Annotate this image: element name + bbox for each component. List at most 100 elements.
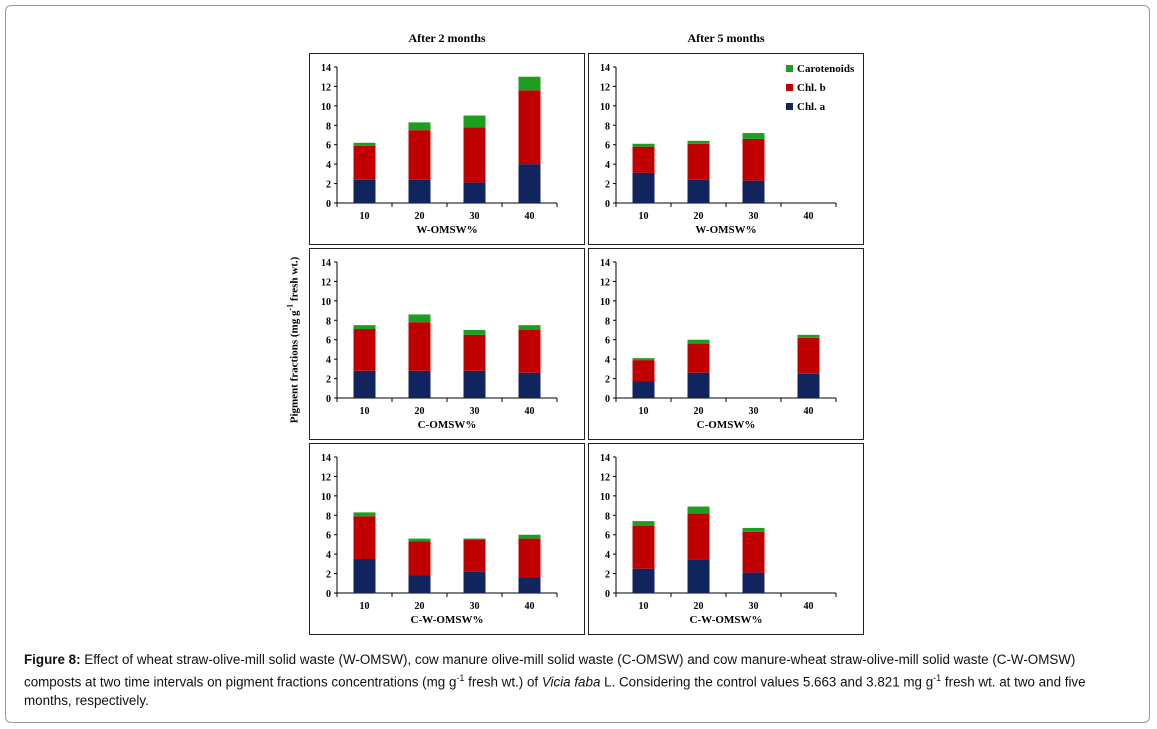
bar-segment-carotenoids [687, 339, 710, 344]
bar-segment-chl-b [353, 145, 376, 180]
y-tick-label: 10 [321, 102, 331, 113]
bar-segment-carotenoids [632, 143, 655, 147]
legend: Carotenoids Chl. b Chl. a [786, 59, 854, 116]
bar-segment-chl-b [463, 334, 486, 371]
caption-species: Vicia faba [541, 674, 601, 690]
y-tick-label: 10 [600, 297, 610, 308]
y-tick-label: 14 [321, 453, 331, 464]
y-tick-label: 4 [326, 550, 331, 561]
x-tick-label: 10 [360, 406, 370, 417]
y-tick-label: 6 [605, 141, 610, 152]
y-tick-label: 0 [326, 394, 331, 405]
x-axis-label: C-W-OMSW% [690, 614, 763, 626]
bar-segment-carotenoids [518, 325, 541, 330]
caption-label: Figure 8: [24, 652, 81, 667]
y-tick-label: 14 [600, 453, 610, 464]
legend-label: Chl. b [797, 81, 826, 94]
x-tick-label: 30 [749, 211, 759, 222]
bar-segment-chl-a [687, 372, 710, 398]
x-axis-label: W-OMSW% [695, 224, 756, 236]
bar-segment-carotenoids [687, 140, 710, 144]
y-tick-label: 0 [605, 589, 610, 600]
bar-segment-chl-a [518, 372, 541, 398]
bar-segment-chl-a [742, 180, 765, 203]
y-tick-label: 14 [321, 258, 331, 269]
caption-sup: -1 [933, 673, 942, 683]
y-axis-label-sup: -1 [285, 303, 295, 311]
bar-segment-carotenoids [687, 506, 710, 514]
x-tick-label: 40 [804, 406, 814, 417]
x-tick-label: 20 [415, 211, 425, 222]
y-tick-label: 12 [321, 277, 331, 288]
y-tick-label: 8 [326, 511, 331, 522]
bar-segment-carotenoids [463, 330, 486, 335]
bar-segment-chl-b [687, 513, 710, 560]
y-axis-label: Pigment fractions (mg g-1 fresh wt.) [286, 257, 301, 424]
bar-segment-carotenoids [408, 538, 431, 542]
bar-segment-chl-b [632, 525, 655, 569]
y-tick-label: 4 [605, 550, 610, 561]
bar-segment-chl-a [632, 172, 655, 203]
y-tick-label: 0 [605, 394, 610, 405]
bar-segment-chl-b [687, 343, 710, 373]
x-tick-label: 20 [415, 601, 425, 612]
y-tick-label: 8 [605, 121, 610, 132]
x-tick-label: 20 [694, 211, 704, 222]
bar-segment-chl-b [518, 90, 541, 165]
x-axis-label: C-OMSW% [418, 419, 477, 431]
y-tick-label: 12 [321, 82, 331, 93]
bar-chart: 0 2 4 6 8 10 12 14 10 20 30 40 C-W-OMSW% [321, 453, 558, 626]
x-tick-label: 40 [525, 601, 535, 612]
bar-segment-carotenoids [353, 142, 376, 146]
y-tick-label: 2 [326, 180, 331, 191]
y-tick-label: 12 [600, 82, 610, 93]
y-axis-label-text: Pigment fractions (mg g [288, 310, 301, 424]
y-tick-label: 14 [321, 63, 331, 74]
y-tick-label: 4 [605, 160, 610, 171]
legend-item-chl-a: Chl. a [786, 97, 854, 116]
y-tick-label: 12 [600, 472, 610, 483]
bar-segment-chl-a [687, 179, 710, 203]
figure-frame [5, 5, 1150, 723]
legend-label: Chl. a [797, 100, 826, 113]
x-tick-label: 10 [639, 211, 649, 222]
chart-panel: 0 2 4 6 8 10 12 14 10 20 30 40 C-W-OMSW% [309, 443, 585, 635]
y-tick-label: 6 [605, 336, 610, 347]
x-tick-label: 40 [804, 601, 814, 612]
x-tick-label: 40 [525, 406, 535, 417]
bar-segment-carotenoids [463, 538, 486, 540]
figure-caption: Figure 8: Effect of wheat straw-olive-mi… [24, 650, 1134, 710]
y-tick-label: 14 [600, 258, 610, 269]
x-axis-label: C-OMSW% [697, 419, 756, 431]
bar-segment-chl-b [518, 330, 541, 373]
legend-item-carotenoids: Carotenoids [786, 59, 854, 78]
bar-segment-chl-b [463, 539, 486, 572]
bar-segment-chl-b [742, 531, 765, 573]
bar-segment-carotenoids [632, 521, 655, 526]
bar-segment-carotenoids [742, 133, 765, 139]
bar-segment-chl-b [353, 516, 376, 559]
bar-segment-chl-b [518, 538, 541, 578]
bar-segment-carotenoids [797, 334, 820, 338]
y-tick-label: 2 [326, 570, 331, 581]
bar-segment-chl-a [353, 179, 376, 203]
y-tick-label: 0 [326, 199, 331, 210]
y-axis-label-text-end: fresh wt.) [288, 256, 301, 304]
y-tick-label: 8 [326, 121, 331, 132]
bar-segment-chl-a [632, 568, 655, 593]
y-tick-label: 10 [321, 297, 331, 308]
x-tick-label: 10 [639, 601, 649, 612]
y-tick-label: 6 [326, 336, 331, 347]
x-tick-label: 20 [415, 406, 425, 417]
bar-segment-chl-b [408, 130, 431, 180]
bar-segment-carotenoids [353, 512, 376, 517]
y-tick-label: 2 [605, 180, 610, 191]
x-tick-label: 30 [749, 406, 759, 417]
y-tick-label: 12 [600, 277, 610, 288]
bar-segment-chl-a [353, 559, 376, 593]
y-tick-label: 6 [326, 141, 331, 152]
column-title-2-months: After 2 months [408, 31, 486, 45]
y-tick-label: 10 [600, 492, 610, 503]
chart-panel: 0 2 4 6 8 10 12 14 10 20 30 40 W-OMSW% [588, 53, 864, 245]
y-tick-label: 2 [326, 375, 331, 386]
